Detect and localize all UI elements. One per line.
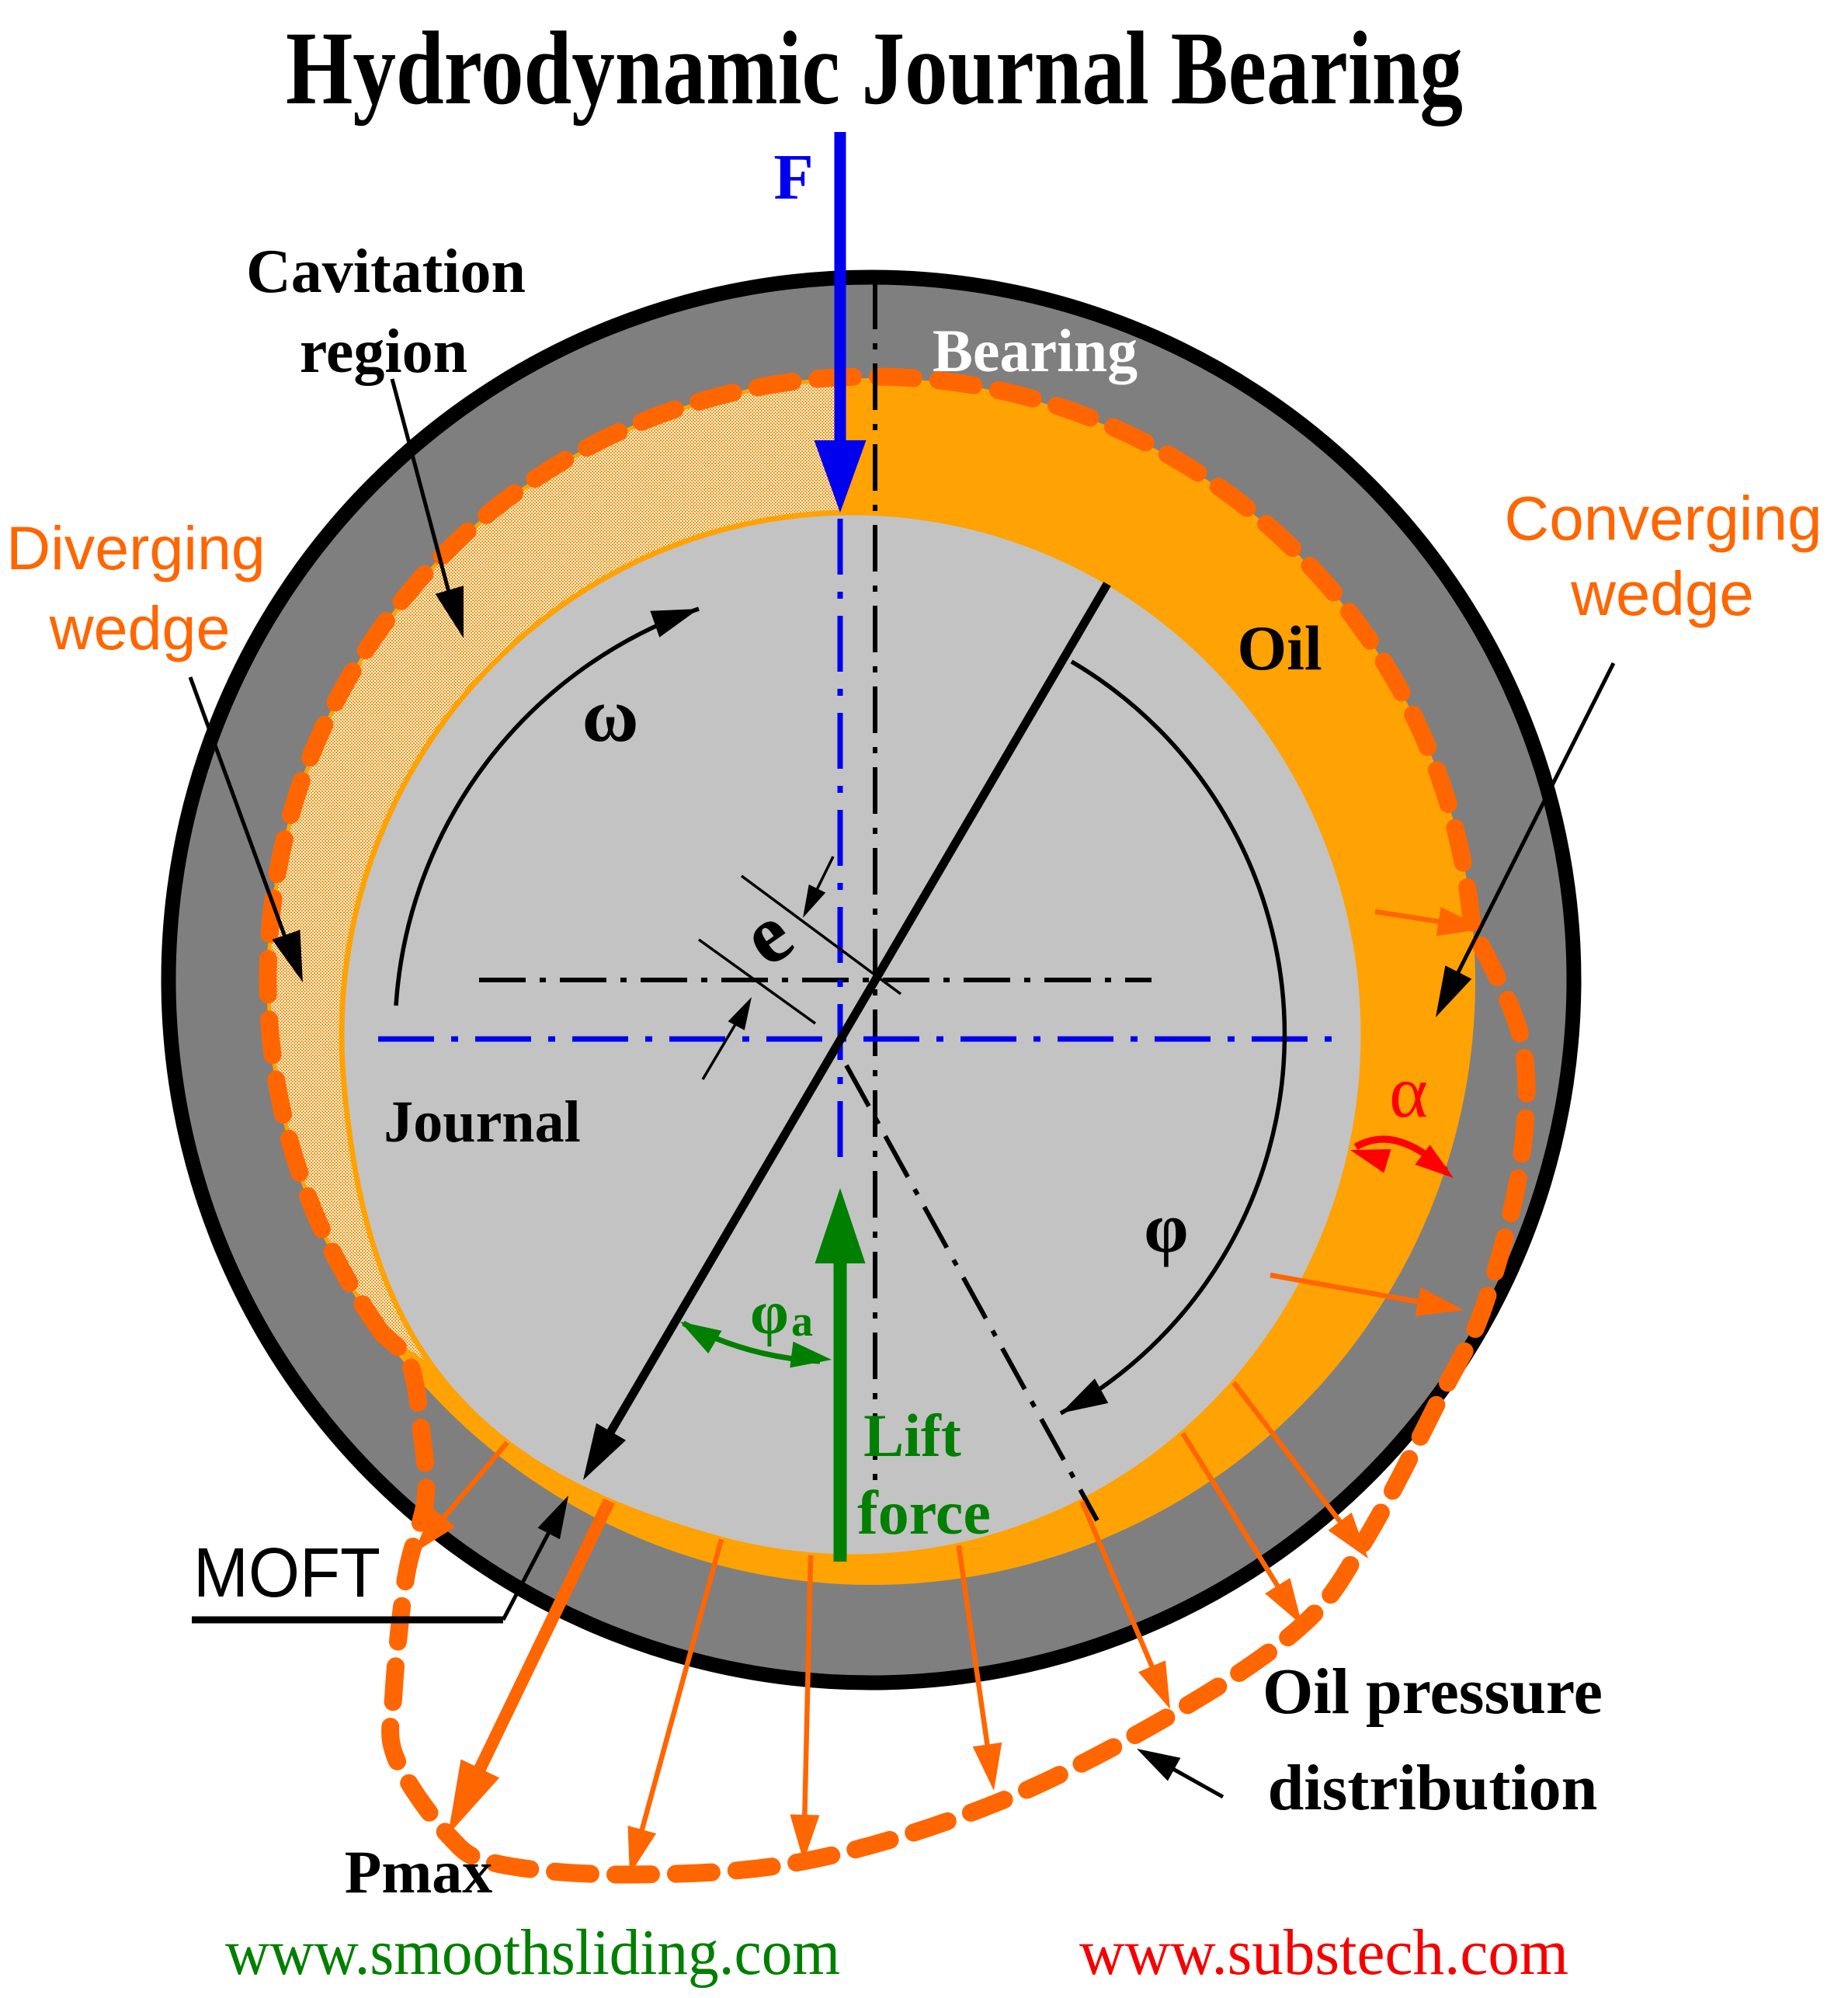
svg-text:MOFT: MOFT — [193, 1534, 380, 1612]
svg-text:Bearing: Bearing — [933, 317, 1138, 384]
svg-text:Oil: Oil — [1237, 613, 1322, 683]
svg-text:Lift: Lift — [863, 1402, 961, 1469]
svg-text:φ: φ — [750, 1279, 789, 1347]
svg-text:www.substech.com: www.substech.com — [1079, 1916, 1568, 1989]
svg-text:wedge: wedge — [49, 593, 231, 662]
svg-text:F: F — [773, 141, 813, 214]
svg-text:force: force — [857, 1479, 991, 1548]
svg-text:Hydrodynamic Journal Bearing: Hydrodynamic Journal Bearing — [286, 11, 1463, 127]
svg-text:φ: φ — [1144, 1188, 1188, 1267]
svg-text:a: a — [791, 1298, 813, 1346]
svg-text:Diverging: Diverging — [6, 513, 266, 582]
svg-text:Cavitation: Cavitation — [246, 238, 526, 306]
svg-text:Journal: Journal — [384, 1089, 580, 1155]
svg-text:Pmax: Pmax — [345, 1838, 493, 1906]
svg-text:α: α — [1389, 1051, 1428, 1133]
svg-text:distribution: distribution — [1268, 1752, 1598, 1824]
svg-text:Oil pressure: Oil pressure — [1263, 1656, 1603, 1728]
svg-text:ω: ω — [582, 672, 638, 758]
svg-text:Converging: Converging — [1504, 484, 1822, 553]
svg-text:wedge: wedge — [1570, 559, 1754, 628]
svg-text:www.smoothsliding.com: www.smoothsliding.com — [225, 1916, 840, 1989]
svg-text:region: region — [300, 318, 467, 386]
